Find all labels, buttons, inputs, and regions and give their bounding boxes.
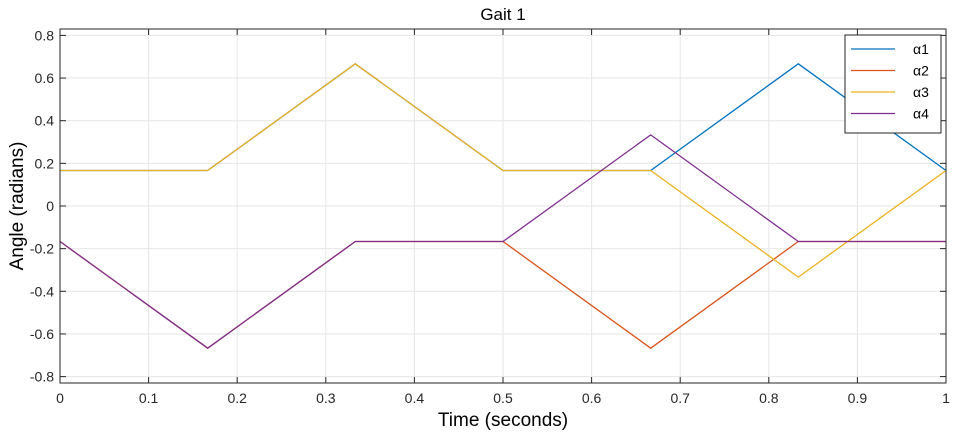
y-tick-label: 0.8	[35, 27, 55, 43]
y-tick-label: -0.4	[30, 283, 54, 299]
x-tick-label: 0.6	[582, 390, 602, 406]
legend-label: α3	[913, 84, 929, 100]
y-tick-label: -0.8	[30, 369, 54, 385]
series-lines	[59, 63, 947, 349]
legend-label: α1	[913, 41, 929, 57]
x-axis-title: Time (seconds)	[438, 410, 568, 431]
y-tick-label: 0.4	[35, 113, 55, 129]
legend: α1 α2 α3 α4	[844, 34, 942, 134]
series-line-4	[59, 134, 946, 349]
legend-label: α4	[913, 106, 929, 122]
x-tick-label: 0.4	[405, 390, 425, 406]
x-tick-label: 1	[942, 390, 950, 406]
x-tick-label: 0.5	[493, 390, 513, 406]
y-tick-label: -0.6	[30, 326, 54, 342]
y-tick-label: 0.6	[35, 70, 55, 86]
chart-title: Gait 1	[480, 5, 525, 24]
legend-box	[844, 34, 942, 134]
x-tick-label: 0	[56, 390, 64, 406]
y-axis-title: Angle (radians)	[7, 142, 28, 271]
series-line-3	[60, 63, 947, 278]
axis-ticks: 0 0.1 0.2 0.3 0.4 0.5 0.6 0.7 0.8 0.9 1 -0.8 -0.6 -0.…	[30, 27, 950, 406]
x-tick-label: 0.3	[316, 390, 336, 406]
x-tick-label: 0.9	[848, 390, 868, 406]
legend-label: α2	[913, 63, 929, 79]
y-tick-label: 0.2	[35, 155, 55, 171]
x-tick-label: 0.2	[227, 390, 247, 406]
x-tick-label: 0.1	[139, 390, 159, 406]
y-tick-label: 0	[46, 198, 54, 214]
x-tick-label: 0.8	[759, 390, 779, 406]
y-tick-label: -0.2	[30, 241, 54, 257]
x-tick-label: 0.7	[670, 390, 690, 406]
